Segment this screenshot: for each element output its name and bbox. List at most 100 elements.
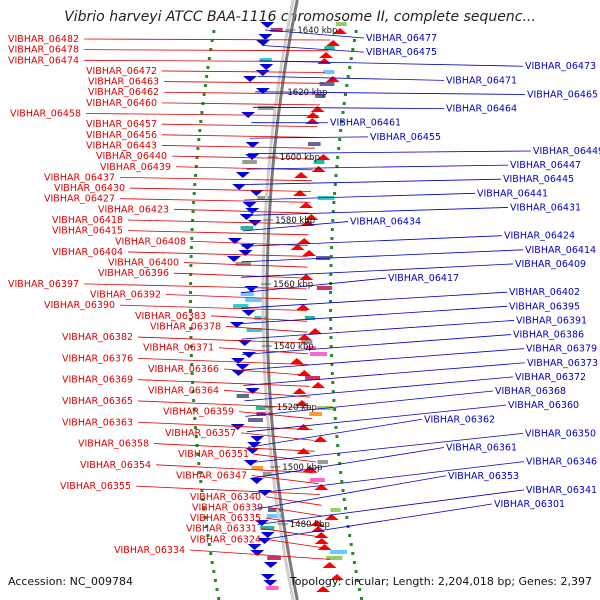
- right-gene-label[interactable]: VIBHAR_06449: [533, 146, 600, 157]
- left-gene-label[interactable]: VIBHAR_06376: [62, 353, 133, 364]
- right-gene-label[interactable]: VIBHAR_06341: [526, 485, 597, 496]
- right-gene-label[interactable]: VIBHAR_06372: [515, 372, 586, 383]
- left-gene-label[interactable]: VIBHAR_06351: [178, 449, 249, 460]
- left-gene-label[interactable]: VIBHAR_06396: [98, 268, 169, 279]
- left-gene-label[interactable]: VIBHAR_06390: [44, 300, 115, 311]
- left-gene-label[interactable]: VIBHAR_06354: [80, 460, 151, 471]
- forward-block: [246, 328, 264, 332]
- left-gene-label[interactable]: VIBHAR_06439: [100, 162, 171, 173]
- left-gene-label[interactable]: VIBHAR_06365: [62, 396, 133, 407]
- right-gene-label[interactable]: VIBHAR_06417: [388, 273, 459, 284]
- left-gene-label[interactable]: VIBHAR_06366: [148, 364, 219, 375]
- left-gene-label[interactable]: VIBHAR_06383: [135, 311, 206, 322]
- right-leader-line: [251, 447, 445, 479]
- right-gene-label[interactable]: VIBHAR_06360: [508, 400, 579, 411]
- right-gene-label[interactable]: VIBHAR_06447: [510, 160, 581, 171]
- gc-dot: [194, 174, 197, 177]
- right-gene-label[interactable]: VIBHAR_06475: [366, 47, 437, 58]
- left-gene-label[interactable]: VIBHAR_06440: [96, 151, 167, 162]
- left-gene-label[interactable]: VIBHAR_06408: [115, 236, 186, 247]
- right-gene-label[interactable]: VIBHAR_06409: [515, 259, 586, 270]
- right-gene-label[interactable]: VIBHAR_06373: [527, 358, 598, 369]
- right-leader-line: [241, 235, 503, 247]
- left-gene-label[interactable]: VIBHAR_06430: [54, 183, 125, 194]
- right-gene-label[interactable]: VIBHAR_06346: [526, 457, 597, 468]
- left-gene-label[interactable]: VIBHAR_06437: [44, 172, 115, 183]
- right-gene-label[interactable]: VIBHAR_06391: [516, 315, 587, 326]
- gc-dot: [212, 570, 216, 573]
- right-gene-label[interactable]: VIBHAR_06386: [513, 330, 584, 341]
- left-gene-label[interactable]: VIBHAR_06460: [86, 98, 157, 109]
- right-gene-label[interactable]: VIBHAR_06361: [446, 443, 517, 454]
- right-gene-label[interactable]: VIBHAR_06445: [503, 174, 574, 185]
- forward-feature: [263, 562, 278, 568]
- left-gene-label[interactable]: VIBHAR_06463: [88, 77, 159, 88]
- left-gene-label[interactable]: VIBHAR_06478: [8, 45, 79, 56]
- right-gene-label[interactable]: VIBHAR_06477: [366, 33, 437, 44]
- left-gene-label[interactable]: VIBHAR_06456: [86, 130, 157, 141]
- left-gene-label[interactable]: VIBHAR_06418: [52, 215, 123, 226]
- left-gene-label[interactable]: VIBHAR_06334: [114, 545, 185, 556]
- left-gene-label[interactable]: VIBHAR_06364: [148, 385, 219, 396]
- gc-dot: [189, 345, 193, 348]
- right-gene-label[interactable]: VIBHAR_06402: [509, 287, 580, 298]
- left-gene-label[interactable]: VIBHAR_06474: [8, 55, 79, 66]
- left-gene-label[interactable]: VIBHAR_06358: [78, 439, 149, 450]
- right-gene-label[interactable]: VIBHAR_06362: [424, 414, 495, 425]
- left-gene-label[interactable]: VIBHAR_06458: [10, 109, 81, 120]
- left-gene-label[interactable]: VIBHAR_06357: [165, 428, 236, 439]
- left-gene-label[interactable]: VIBHAR_06427: [44, 194, 115, 205]
- right-gene-label[interactable]: VIBHAR_06461: [330, 118, 401, 129]
- reverse-block: [316, 286, 332, 290]
- right-leader-line: [249, 432, 524, 464]
- left-gene-label[interactable]: VIBHAR_06324: [190, 534, 261, 545]
- right-gene-label[interactable]: VIBHAR_06434: [350, 217, 421, 228]
- gc-dot: [329, 291, 332, 294]
- right-gene-label[interactable]: VIBHAR_06353: [448, 471, 519, 482]
- kbp-tick-label: 1500 kbp: [282, 463, 322, 473]
- left-gene-label[interactable]: VIBHAR_06335: [190, 513, 261, 524]
- left-gene-label[interactable]: VIBHAR_06482: [8, 34, 79, 45]
- right-gene-label[interactable]: VIBHAR_06414: [525, 245, 596, 256]
- left-gene-label[interactable]: VIBHAR_06331: [186, 524, 257, 535]
- right-gene-label[interactable]: VIBHAR_06301: [494, 499, 565, 510]
- left-gene-label[interactable]: VIBHAR_06457: [86, 119, 157, 130]
- left-gene-label[interactable]: VIBHAR_06397: [8, 279, 79, 290]
- left-gene-label[interactable]: VIBHAR_06443: [86, 140, 157, 151]
- left-gene-label[interactable]: VIBHAR_06415: [52, 226, 123, 237]
- right-gene-label[interactable]: VIBHAR_06350: [525, 428, 596, 439]
- left-gene-label[interactable]: VIBHAR_06462: [88, 87, 159, 98]
- right-gene-label[interactable]: VIBHAR_06424: [504, 231, 575, 242]
- reverse-feature: [326, 40, 341, 46]
- left-gene-label[interactable]: VIBHAR_06404: [52, 247, 123, 258]
- right-gene-label[interactable]: VIBHAR_06473: [525, 61, 596, 72]
- right-gene-label[interactable]: VIBHAR_06464: [446, 104, 517, 115]
- right-gene-label[interactable]: VIBHAR_06395: [509, 301, 580, 312]
- reverse-block: [330, 508, 341, 512]
- gc-dot: [335, 435, 339, 438]
- left-gene-label[interactable]: VIBHAR_06392: [90, 290, 161, 301]
- left-gene-label[interactable]: VIBHAR_06472: [86, 66, 157, 77]
- right-gene-label[interactable]: VIBHAR_06465: [527, 89, 598, 100]
- right-gene-label[interactable]: VIBHAR_06368: [495, 386, 566, 397]
- left-gene-label[interactable]: VIBHAR_06400: [108, 258, 179, 269]
- right-gene-label[interactable]: VIBHAR_06441: [477, 188, 548, 199]
- left-gene-label[interactable]: VIBHAR_06363: [62, 417, 133, 428]
- right-gene-label[interactable]: VIBHAR_06455: [370, 132, 441, 143]
- left-gene-label[interactable]: VIBHAR_06378: [150, 321, 221, 332]
- left-gene-label[interactable]: VIBHAR_06339: [192, 502, 263, 513]
- left-gene-label[interactable]: VIBHAR_06371: [143, 343, 214, 354]
- left-gene-label[interactable]: VIBHAR_06369: [62, 375, 133, 386]
- right-gene-label[interactable]: VIBHAR_06471: [446, 75, 517, 86]
- left-gene-label[interactable]: VIBHAR_06355: [60, 481, 131, 492]
- left-gene-label[interactable]: VIBHAR_06423: [98, 204, 169, 215]
- left-gene-label[interactable]: VIBHAR_06359: [163, 407, 234, 418]
- right-gene-label[interactable]: VIBHAR_06379: [526, 344, 597, 355]
- forward-feature: [226, 256, 241, 262]
- right-gene-label[interactable]: VIBHAR_06431: [510, 202, 581, 213]
- left-gene-label[interactable]: VIBHAR_06347: [176, 470, 247, 481]
- left-gene-label[interactable]: VIBHAR_06340: [190, 492, 261, 503]
- left-gene-label[interactable]: VIBHAR_06382: [62, 332, 133, 343]
